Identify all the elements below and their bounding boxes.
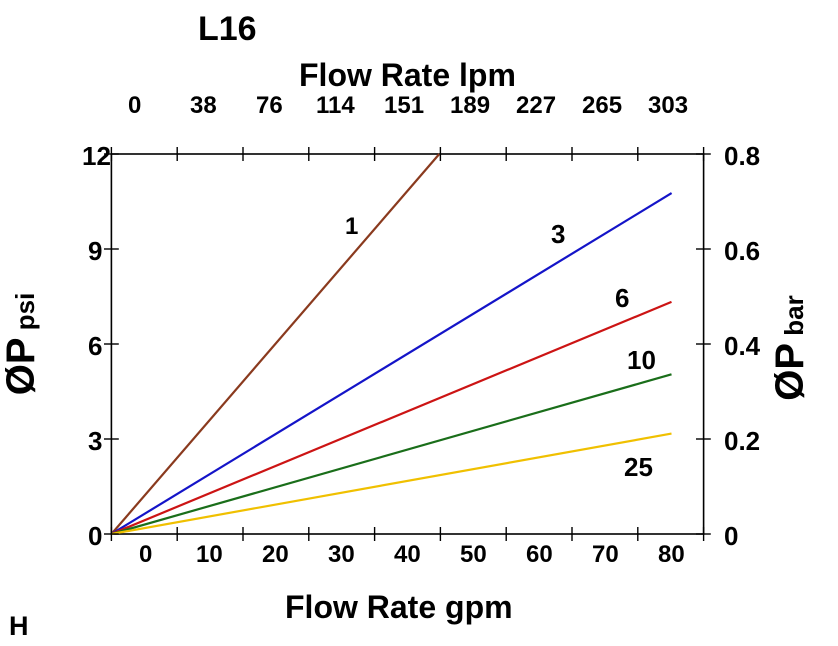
svg-text:ØP psi: ØP psi <box>0 293 43 396</box>
svg-text:ØP bar: ØP bar <box>768 295 812 400</box>
